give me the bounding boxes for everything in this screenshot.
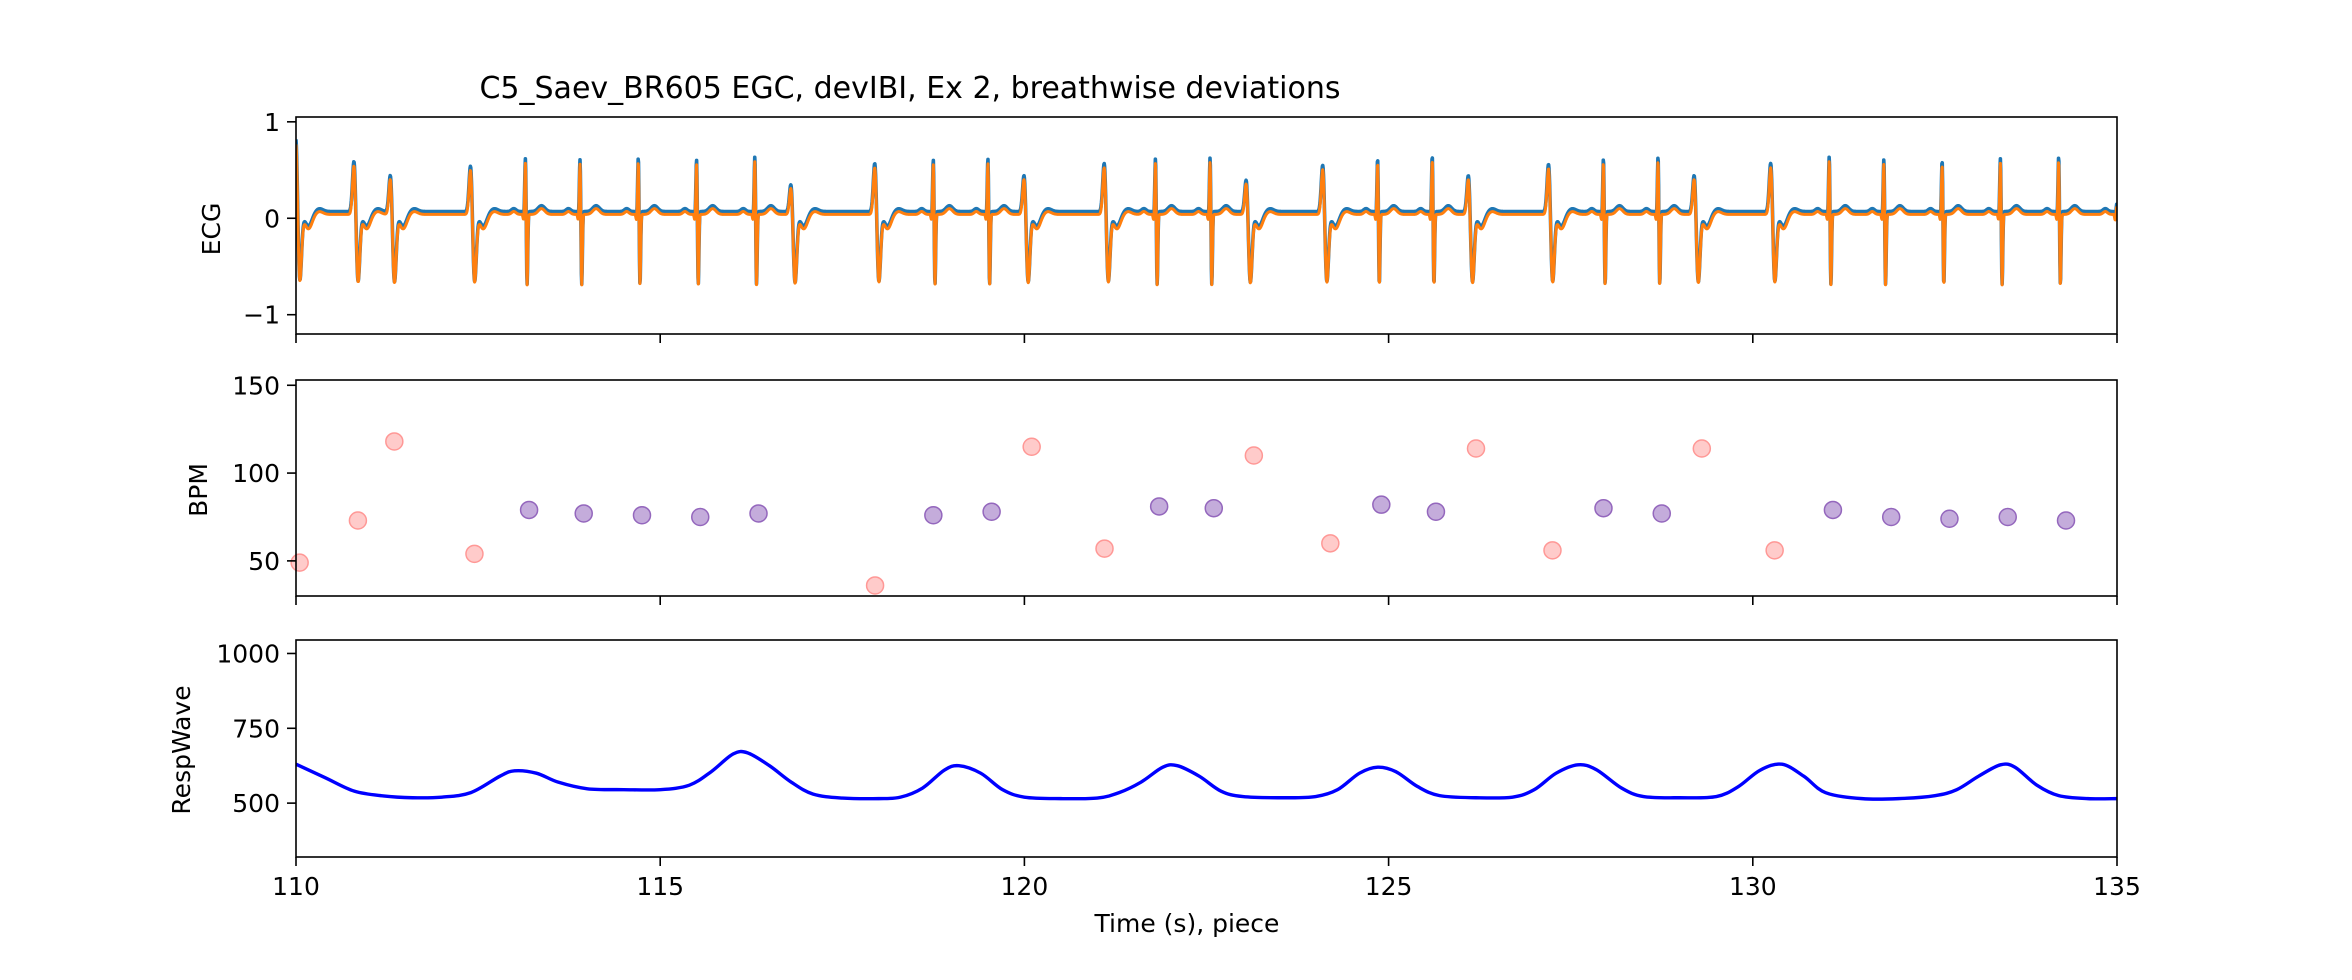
bpm-point-normal (1998, 507, 2017, 527)
bpm-point-normal (691, 507, 710, 527)
x-tick-label: 135 (2093, 872, 2141, 901)
y-tick-label: 750 (232, 714, 280, 743)
bpm-point-deviant (1022, 437, 1041, 456)
ecg-panel: −1 0 1 (243, 108, 2118, 343)
bpm-point-normal (1372, 495, 1391, 514)
y-axis-label-resp: RespWave (167, 685, 196, 814)
y-axis-label-bpm: BPM (184, 463, 213, 517)
chart-title: C5_Saev_BR605 EGC, devIBI, Ex 2, breathw… (479, 71, 1340, 106)
bpm-point-normal (519, 500, 539, 520)
y-tick-label: −1 (243, 301, 280, 330)
y-axis-label-ecg: ECG (197, 203, 226, 256)
y-tick-label: 0 (264, 204, 280, 233)
bpm-point-deviant (348, 511, 368, 530)
axes-frame (295, 116, 2118, 335)
bpm-point-normal (1426, 502, 1446, 521)
bpm-point-normal (1204, 498, 1224, 518)
bpm-point-normal (1149, 497, 1169, 516)
y-tick-label: 1 (264, 108, 280, 137)
bpm-point-deviant (865, 576, 885, 595)
y-tick-label: 1000 (216, 639, 280, 668)
x-axis-label: Time (s), piece (1094, 909, 1280, 938)
bpm-point-deviant (1244, 446, 1264, 465)
bpm-point-deviant (1765, 541, 1784, 560)
bpm-point-deviant (385, 432, 404, 451)
x-tick-label: 130 (1729, 872, 1777, 901)
bpm-point-normal (632, 505, 652, 525)
x-tick-label: 115 (636, 872, 684, 901)
ecg-filtered-line (296, 144, 2117, 287)
resp-wave-line (295, 749, 2118, 801)
y-tick-label: 100 (232, 459, 280, 488)
axes-frame (295, 639, 2118, 858)
bpm-point-normal (1652, 504, 1671, 523)
bpm-point-deviant (1095, 539, 1114, 558)
axes-frame (295, 379, 2118, 597)
y-tick-label: 500 (232, 789, 280, 818)
bpm-point-normal (749, 504, 768, 523)
bpm-point-normal (1940, 509, 1959, 528)
bpm-point-normal (1881, 507, 1901, 527)
bpm-point-normal (1594, 498, 1613, 518)
bpm-point-deviant (1692, 439, 1712, 458)
bpm-point-normal (924, 505, 943, 525)
x-tick-label: 120 (1001, 872, 1049, 901)
ecg-raw-line (296, 139, 2117, 286)
bpm-point-normal (2056, 511, 2076, 530)
bpm-point-deviant (1543, 541, 1562, 560)
bpm-point-deviant (1321, 534, 1340, 553)
x-tick-label: 125 (1365, 872, 1413, 901)
bpm-point-deviant (465, 544, 484, 564)
bpm-point-normal (574, 504, 593, 523)
bpm-point-deviant (1466, 439, 1486, 458)
bpm-point-deviant (290, 553, 309, 572)
x-tick-label: 110 (272, 872, 320, 901)
bpm-point-normal (1823, 500, 1843, 520)
y-tick-label: 50 (248, 547, 280, 576)
bpm-panel: 50 100 150 (232, 371, 2118, 605)
resp-panel: 500 750 1000 110 115 120 125 130 135 (216, 639, 2141, 901)
y-tick-label: 150 (232, 371, 280, 400)
bpm-point-normal (982, 502, 1001, 521)
